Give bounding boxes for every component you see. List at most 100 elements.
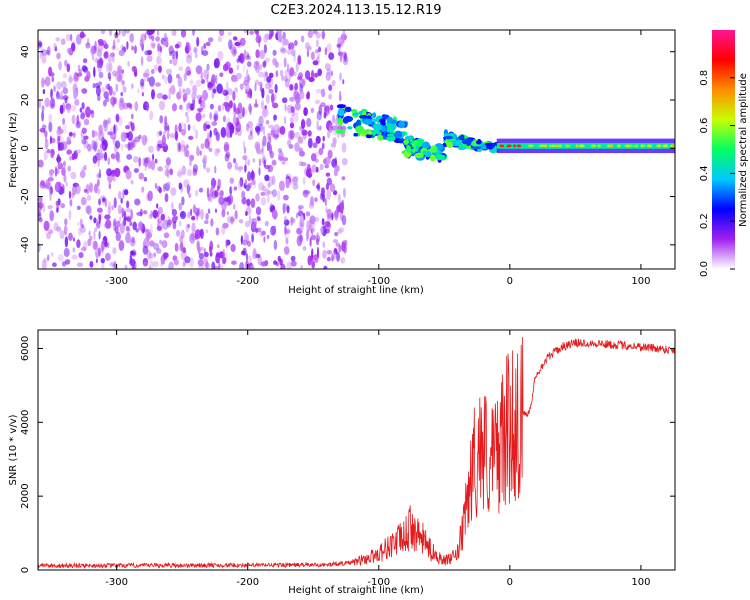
noise-blob: [273, 239, 278, 251]
noise-blob: [239, 53, 244, 63]
noise-blob: [98, 198, 102, 206]
noise-blob: [157, 43, 160, 53]
noise-blob: [248, 214, 252, 224]
noise-blob: [196, 210, 199, 221]
noise-blob: [185, 111, 188, 117]
noise-blob: [68, 156, 73, 161]
noise-blob: [116, 220, 121, 228]
noise-blob: [294, 82, 299, 91]
noise-blob: [158, 187, 162, 194]
noise-blob: [291, 49, 296, 57]
signal-blob: [461, 139, 470, 145]
noise-blob: [151, 68, 155, 75]
noise-blob: [223, 101, 230, 107]
noise-blob: [112, 247, 117, 255]
noise-blob: [224, 153, 230, 162]
noise-blob: [244, 75, 251, 83]
noise-blob: [172, 55, 175, 60]
noise-blob: [209, 103, 214, 110]
noise-blob: [107, 83, 111, 91]
noise-blob: [328, 52, 335, 60]
noise-blob: [153, 64, 160, 71]
noise-blob: [63, 160, 66, 169]
noise-blob: [107, 241, 110, 249]
noise-blob: [89, 182, 93, 193]
noise-blob: [180, 241, 184, 252]
noise-blob: [176, 139, 180, 147]
noise-blob: [343, 187, 346, 198]
noise-blob: [224, 61, 231, 70]
signal-blob: [338, 118, 344, 127]
noise-blob: [107, 117, 112, 124]
noise-blob: [266, 76, 272, 83]
carrier-peak: [557, 144, 562, 148]
noise-blob: [79, 225, 86, 234]
noise-blob: [289, 67, 295, 77]
noise-blob: [145, 228, 152, 240]
noise-blob: [263, 60, 267, 67]
noise-blob: [211, 85, 218, 94]
noise-blob: [298, 147, 303, 154]
noise-blob: [316, 120, 319, 131]
noise-blob: [186, 184, 190, 195]
noise-blob: [289, 130, 295, 140]
noise-blob: [182, 88, 186, 94]
noise-blob: [137, 88, 140, 94]
noise-blob: [242, 239, 248, 246]
noise-blob: [277, 190, 281, 201]
signal-blob: [398, 137, 404, 144]
noise-blob: [254, 250, 257, 257]
noise-blob: [98, 81, 102, 86]
noise-blob: [101, 136, 106, 146]
noise-blob: [325, 71, 331, 81]
noise-blob: [245, 260, 249, 269]
noise-blob: [92, 83, 96, 89]
noise-blob: [53, 42, 57, 52]
noise-blob: [310, 234, 317, 241]
noise-blob: [56, 128, 62, 135]
noise-blob: [237, 180, 243, 191]
noise-blob: [93, 141, 98, 152]
noise-blob: [117, 204, 122, 215]
noise-blob: [326, 250, 332, 255]
noise-blob: [50, 152, 54, 159]
noise-blob: [341, 240, 347, 250]
noise-blob: [324, 105, 330, 116]
noise-blob: [324, 228, 330, 234]
carrier-peak: [607, 144, 611, 148]
noise-blob: [95, 137, 99, 148]
noise-blob: [185, 41, 190, 49]
noise-blob: [50, 252, 54, 257]
noise-blob: [205, 262, 210, 269]
noise-blob: [154, 158, 158, 164]
noise-blob: [338, 202, 344, 214]
noise-blob: [205, 167, 211, 173]
noise-blob: [227, 88, 233, 96]
noise-blob: [127, 141, 131, 151]
noise-blob: [68, 209, 72, 220]
noise-blob: [169, 133, 176, 139]
noise-blob: [270, 127, 275, 138]
noise-blob: [194, 233, 198, 241]
signal-blob: [444, 135, 454, 140]
spectrogram-heatmap: [38, 30, 675, 269]
noise-blob: [80, 196, 87, 206]
noise-blob: [261, 108, 268, 118]
noise-blob: [179, 104, 183, 111]
noise-blob: [59, 104, 64, 115]
noise-blob: [119, 97, 124, 104]
noise-blob: [179, 210, 187, 220]
noise-blob: [96, 218, 99, 227]
noise-blob: [225, 239, 228, 248]
noise-blob: [242, 106, 245, 118]
noise-blob: [75, 149, 82, 154]
noise-blob: [205, 41, 211, 47]
noise-blob: [321, 218, 325, 226]
noise-blob: [94, 40, 97, 50]
noise-blob: [65, 181, 68, 187]
carrier-peak: [640, 144, 643, 148]
noise-blob: [216, 148, 221, 153]
noise-blob: [213, 88, 216, 94]
noise-blob: [201, 50, 209, 56]
